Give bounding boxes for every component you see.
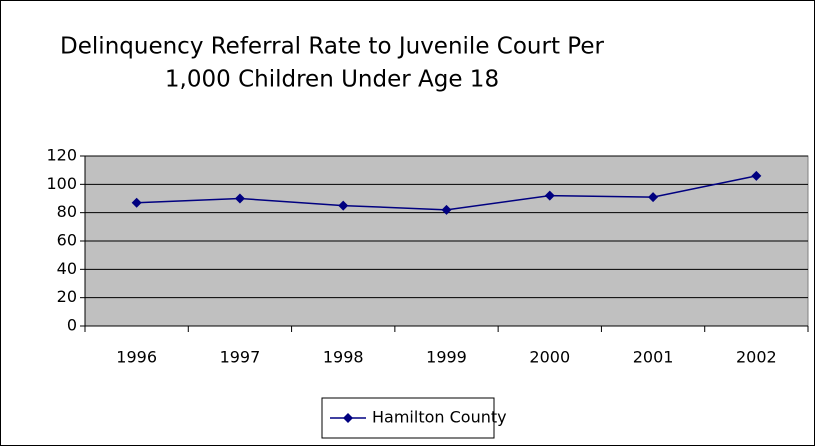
y-tick-label: 0 [67,316,77,335]
point [648,192,659,203]
x-tick-label: 2000 [529,348,570,367]
y-tick-label: 40 [57,259,77,278]
legend-marker [343,413,353,423]
chart-title: Delinquency Referral Rate to Juvenile Co… [60,34,604,60]
y-tick-label: 20 [57,287,77,306]
point [131,197,142,208]
y-tick-label: 60 [57,231,77,250]
y-tick-label: 120 [46,146,77,165]
point [544,190,555,201]
x-tick-label: 1997 [220,348,261,367]
x-tick-label: 1998 [323,348,364,367]
x-tick-label: 2002 [736,348,777,367]
point [441,204,452,215]
point [751,170,762,181]
x-tick-label: 1996 [116,348,157,367]
point [234,193,245,204]
legend-label: Hamilton County [372,408,507,427]
point [338,200,349,211]
chart-title: 1,000 Children Under Age 18 [165,67,499,93]
x-tick-label: 2001 [633,348,674,367]
y-tick-label: 80 [57,202,77,221]
y-tick-label: 100 [46,174,77,193]
x-tick-label: 1999 [426,348,467,367]
